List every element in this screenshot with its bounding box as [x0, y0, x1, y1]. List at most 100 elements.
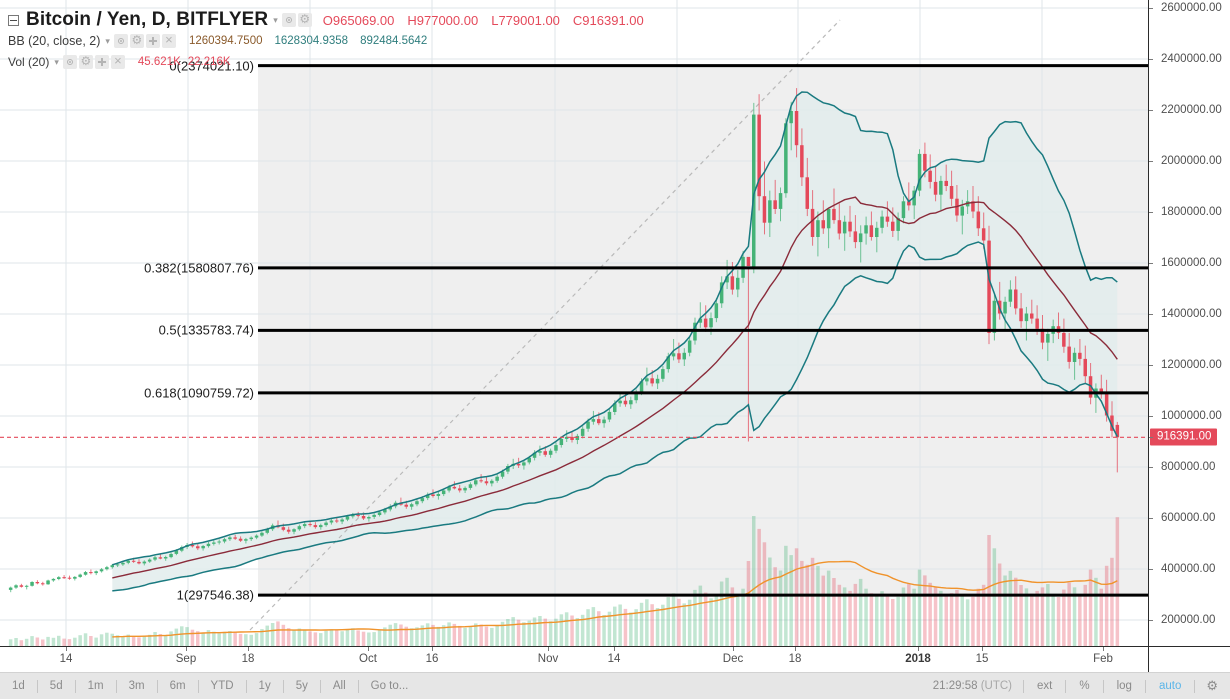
time-tick	[795, 647, 796, 651]
time-tick	[614, 647, 615, 651]
time-tick	[733, 647, 734, 651]
volume-ma-line	[112, 560, 1118, 638]
clock-time: 21:29:58	[932, 680, 978, 692]
price-tick	[1149, 263, 1153, 264]
time-tick	[1103, 647, 1104, 651]
fib-label-0: 0(2374021.10)	[169, 58, 254, 74]
price-axis-label: 2600000.00	[1161, 2, 1222, 14]
toolbar-separator	[115, 679, 117, 693]
current-price-badge: 916391.00	[1150, 428, 1218, 446]
timeframe-button-1d[interactable]: 1d	[12, 679, 25, 692]
chart-canvas[interactable]	[0, 0, 1148, 647]
toolbar-separator	[245, 679, 247, 693]
fib-label-2: 0.5(1335783.74)	[158, 322, 254, 338]
toolbar-separator	[156, 679, 158, 693]
time-tick	[186, 647, 187, 651]
time-tick	[248, 647, 249, 651]
price-tick	[1149, 416, 1153, 417]
time-axis-label: 14	[607, 653, 621, 665]
price-axis-label: 1400000.00	[1161, 308, 1222, 320]
toolbar-separator	[282, 679, 284, 693]
price-tick	[1149, 8, 1153, 9]
toolbar-button-percent[interactable]: %	[1079, 679, 1090, 692]
time-axis-label: 15	[975, 653, 989, 665]
price-tick	[1149, 518, 1153, 519]
time-axis-label: 18	[241, 653, 255, 665]
bottom-toolbar[interactable]: 1d 5d 1m 3m 6m YTD 1y 5y All Go to... 21:29:58 (U…	[0, 672, 1230, 699]
timeframe-button-5y[interactable]: 5y	[295, 679, 308, 692]
toolbar-separator	[1023, 679, 1025, 693]
candlesticks	[8, 88, 1120, 593]
timeframe-button-5d[interactable]: 5d	[49, 679, 63, 692]
price-tick	[1149, 620, 1153, 621]
time-tick	[368, 647, 369, 651]
time-axis-label: 16	[425, 653, 439, 665]
time-axis-label: Nov	[537, 653, 559, 665]
price-tick	[1149, 467, 1153, 468]
price-tick	[1149, 110, 1153, 111]
time-axis[interactable]: 14 Sep 18 Oct 16 Nov 14 Dec 18 2018 15 Feb	[0, 646, 1148, 672]
go-to-button[interactable]: Go to...	[370, 680, 409, 692]
toolbar-button-auto[interactable]: auto	[1158, 679, 1182, 692]
gear-icon[interactable]: ⚙	[1206, 678, 1218, 693]
time-tick	[432, 647, 433, 651]
timeframe-button-1y[interactable]: 1y	[258, 679, 271, 692]
bollinger-upper-line	[112, 91, 1118, 566]
price-axis-label: 1800000.00	[1161, 206, 1222, 218]
price-axis-label: 1200000.00	[1161, 359, 1222, 371]
chart-plot-area[interactable]	[0, 0, 1148, 647]
fib-label-3: 0.618(1090759.72)	[144, 385, 254, 401]
time-axis-label: 18	[788, 653, 802, 665]
price-tick	[1149, 212, 1153, 213]
timeframe-button-6m[interactable]: 6m	[169, 679, 186, 692]
price-tick	[1149, 365, 1153, 366]
fib-label-4: 1(297546.38)	[176, 587, 254, 603]
time-axis-label: Oct	[359, 653, 377, 665]
toolbar-button-log[interactable]: log	[1116, 679, 1132, 692]
time-axis-label: 2018	[905, 653, 931, 665]
toolbar-separator	[1065, 679, 1067, 693]
bollinger-basis-line	[112, 196, 1118, 579]
time-tick	[548, 647, 549, 651]
price-tick	[1149, 569, 1153, 570]
timeframe-button-1m[interactable]: 1m	[87, 679, 104, 692]
price-tick	[1149, 161, 1153, 162]
price-tick	[1149, 314, 1153, 315]
bollinger-lower-line	[112, 241, 1118, 592]
time-axis-label: Sep	[175, 653, 197, 665]
timeframe-group[interactable]: 1d 5d 1m 3m 6m YTD 1y 5y All Go to...	[0, 673, 420, 700]
price-axis[interactable]: 2600000.00 2400000.00 2200000.00 2000000.00…	[1148, 0, 1230, 646]
toolbar-button-ext[interactable]: ext	[1037, 679, 1053, 692]
price-axis-label: 800000.00	[1161, 461, 1216, 473]
time-axis-label: Dec	[722, 653, 744, 665]
price-axis-label: 400000.00	[1161, 563, 1216, 575]
price-axis-label: 2400000.00	[1161, 53, 1222, 65]
clock: 21:29:58 (UTC)	[922, 680, 1023, 692]
timeframe-button-all[interactable]: All	[332, 679, 346, 692]
time-tick	[918, 647, 919, 651]
toolbar-separator	[197, 679, 199, 693]
timeframe-button-ytd[interactable]: YTD	[210, 679, 234, 692]
toolbar-separator	[1194, 679, 1196, 693]
price-axis-label: 2200000.00	[1161, 104, 1222, 116]
price-tick	[1149, 59, 1153, 60]
toolbar-separator	[357, 679, 359, 693]
toolbar-separator	[36, 679, 38, 693]
time-axis-label: 14	[59, 653, 73, 665]
time-axis-label: Feb	[1093, 653, 1113, 665]
fib-label-1: 0.382(1580807.76)	[144, 260, 254, 276]
price-axis-label: 1000000.00	[1161, 410, 1222, 422]
clock-zone: (UTC)	[980, 680, 1013, 692]
current-price-tick	[1149, 437, 1153, 439]
trend-line	[249, 19, 841, 631]
time-tick	[66, 647, 67, 651]
timeframe-button-3m[interactable]: 3m	[128, 679, 145, 692]
toolbar-separator	[319, 679, 321, 693]
price-axis-label: 1600000.00	[1161, 257, 1222, 269]
toolbar-separator	[1144, 679, 1146, 693]
time-tick	[982, 647, 983, 651]
toolbar-right-group[interactable]: ext% log auto ⚙	[1023, 673, 1230, 700]
fib-lines	[258, 64, 1148, 597]
time-axis-right-pad	[1148, 646, 1230, 672]
